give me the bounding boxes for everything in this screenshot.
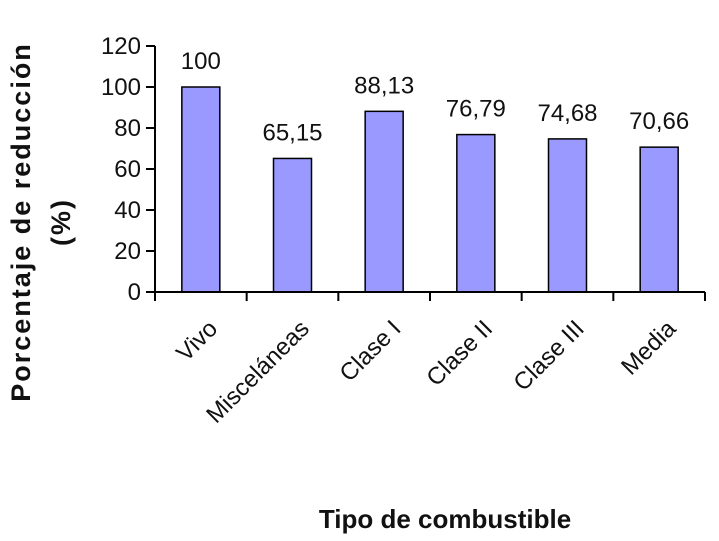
- data-label: 70,66: [629, 108, 689, 135]
- y-tick-label: 80: [114, 115, 141, 142]
- data-label: 65,15: [262, 119, 322, 146]
- bar-0: [181, 86, 221, 293]
- x-axis-title: Tipo de combustible: [319, 504, 571, 534]
- axes: [154, 46, 705, 293]
- y-tick-label: 0: [128, 279, 141, 306]
- y-tick-label: 120: [101, 33, 141, 60]
- data-label: 76,79: [446, 96, 506, 123]
- y-axis-title: Porcentaje de reducción (%): [6, 42, 76, 402]
- y-axis-title-line1: Porcentaje de reducción: [6, 42, 36, 402]
- y-axis-ticks: 0 20 40 60 80 100 120: [101, 33, 155, 306]
- bar-2: [364, 110, 404, 293]
- y-axis-title-line2: (%): [46, 198, 76, 246]
- x-category-label: Clase III: [508, 315, 589, 396]
- data-label: 88,13: [354, 72, 414, 99]
- bar-1: [272, 157, 313, 293]
- x-category-label: Media: [616, 315, 682, 381]
- bar-5: [639, 146, 679, 293]
- x-category-label: Clase I: [334, 315, 406, 387]
- x-category-label: Clase II: [421, 315, 498, 392]
- y-tick-label: 20: [114, 238, 141, 265]
- y-tick-label: 100: [101, 74, 141, 101]
- bar-3: [456, 133, 496, 293]
- bar-4: [547, 138, 588, 293]
- y-tick-label: 40: [114, 197, 141, 224]
- data-label: 100: [181, 48, 221, 75]
- y-tick-label: 60: [114, 156, 141, 183]
- x-category-label: Vivo: [171, 315, 223, 367]
- data-label: 74,68: [537, 100, 597, 127]
- data-labels: 100 65,15 88,13 76,79 74,68 70,66: [181, 48, 689, 146]
- bars: [181, 86, 679, 293]
